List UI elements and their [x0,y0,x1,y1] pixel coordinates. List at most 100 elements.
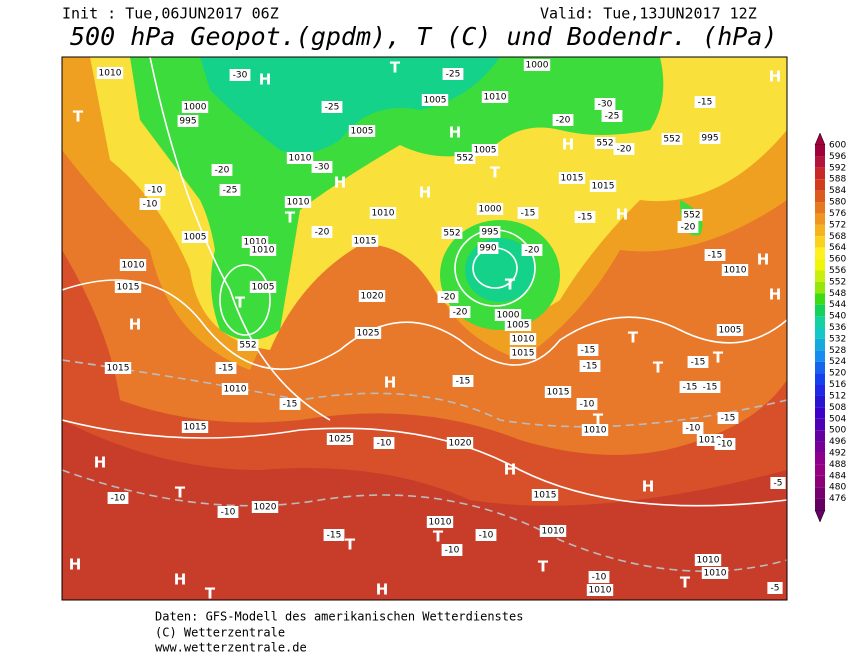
colorbar-label: 524 [829,357,846,367]
low-marker: T [433,528,444,546]
label-box [581,424,609,436]
contour-label: -25 [325,103,340,113]
colorbar-label: 552 [829,277,846,287]
colorbar-label: 512 [829,391,846,401]
colorbar-swatch [815,213,825,225]
contour-label: 1000 [479,205,502,215]
label-box [454,152,476,164]
colorbar-swatch [815,190,825,203]
label-box [694,96,716,108]
label-box [321,101,343,113]
colorbar-label: 588 [829,175,846,185]
isobar [219,264,271,336]
high-marker: H [334,174,347,192]
contour-label: -20 [617,145,632,155]
label-box [714,438,736,450]
contour-label: 995 [179,117,196,127]
contour-label: -10 [686,424,701,434]
contour-label: -10 [592,573,607,583]
label-box [558,172,586,184]
high-marker: H [419,184,432,202]
contour-label: 552 [239,341,256,351]
contour-label: -20 [453,308,468,318]
contour-label: -25 [605,112,620,122]
low-marker: T [285,209,296,227]
contour-label: -20 [681,223,696,233]
contour-label: 1005 [507,321,530,331]
valid-time: Valid: Tue,13JUN2017 12Z [540,5,757,23]
contour-label: 1010 [372,209,395,219]
contour-label: 1010 [99,69,122,79]
label-box [437,291,459,303]
colorbar-label: 496 [829,437,846,447]
contour-label: 1010 [484,93,507,103]
high-marker: H [384,374,397,392]
contour-label: 552 [663,135,680,145]
label-box [699,381,721,393]
contour-label: 552 [443,229,460,239]
label-box [249,244,277,256]
colorbar-swatch [815,247,825,260]
colorbar-swatch [815,498,825,510]
contour-label: -15 [683,383,698,393]
label-box [576,398,598,410]
label-box [181,101,209,113]
label-box [104,362,132,374]
contour-label: 1015 [592,182,615,192]
colorbar-swatch [815,361,825,374]
colorbar-label: 532 [829,334,846,344]
label-box [704,249,726,261]
contour-label: 1010 [252,246,275,256]
low-marker: T [235,294,246,312]
label-box [494,309,522,321]
label-box [249,281,277,293]
label-box [373,437,395,449]
contour-label: 552 [596,139,613,149]
colorbar-label: 488 [829,460,846,470]
colorbar-label: 560 [829,255,846,265]
label-box [701,567,729,579]
contour-label: 1000 [184,103,207,113]
colorbar-swatch [815,384,825,396]
label-box [449,306,471,318]
low-marker: T [713,349,724,367]
init-time: Init : Tue,06JUN2017 06Z [62,5,279,23]
low-marker: T [653,359,664,377]
label-box [286,152,314,164]
label-box [442,68,464,80]
high-marker: H [69,556,82,574]
colorbar-label: 576 [829,209,846,219]
label-box [574,211,596,223]
label-box [421,94,449,106]
contour-label: 1020 [254,503,277,513]
label-box [477,242,499,254]
colorbar-label: 540 [829,312,846,322]
contour-label: -20 [315,228,330,238]
colorbar-swatch [815,452,825,465]
low-marker: T [628,329,639,347]
label-box [613,143,635,155]
contour-label: -20 [525,246,540,256]
colorbar-swatch [815,293,825,305]
contour-label: -15 [219,364,234,374]
colorbar-swatch [815,179,825,191]
label-box [217,506,239,518]
low-marker: T [490,164,501,182]
contour-label: 1010 [584,426,607,436]
low-marker: T [390,59,401,77]
contour-label: -15 [581,346,596,356]
colder-region [200,57,500,154]
contour-label: -15 [703,383,718,393]
colorbar-label: 596 [829,152,846,162]
colorbar-label: 548 [829,289,846,299]
label-box [589,180,617,192]
high-marker: H [769,286,782,304]
colorbar-label: 580 [829,198,846,208]
colorbar-label: 536 [829,323,846,333]
colorbar-swatch [815,145,825,157]
colorbar-swatch [815,350,825,362]
contour-label: -15 [283,400,298,410]
footer-url: www.wetterzentrale.de [155,641,307,655]
colorbar-label: 520 [829,369,846,379]
